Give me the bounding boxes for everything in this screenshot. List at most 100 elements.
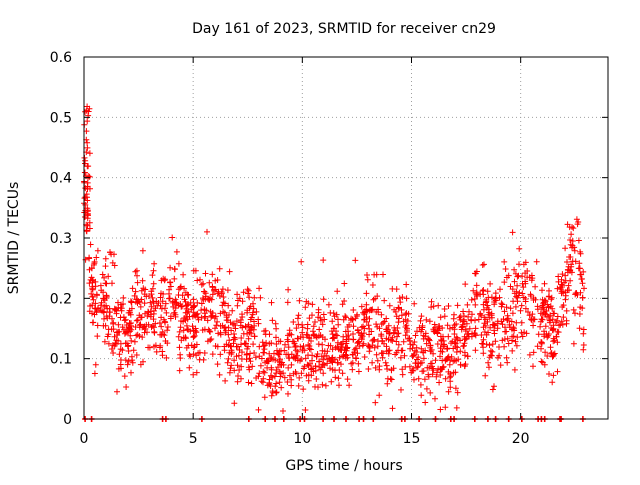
data-point [413, 344, 420, 351]
data-point [423, 385, 430, 392]
data-point [236, 367, 243, 373]
data-point [466, 325, 473, 332]
data-point [266, 350, 273, 357]
data-point [89, 285, 96, 292]
data-point [235, 297, 241, 304]
data-point [298, 370, 305, 377]
data-point [315, 341, 322, 348]
data-point [285, 355, 292, 362]
data-point [251, 294, 258, 301]
data-point [550, 338, 557, 345]
data-point [178, 303, 185, 310]
data-point [137, 361, 144, 368]
data-point [119, 324, 126, 331]
data-point [228, 347, 235, 354]
data-point [569, 224, 575, 230]
data-point [559, 271, 566, 278]
data-point [316, 358, 323, 365]
data-point [125, 348, 132, 354]
data-point [162, 319, 169, 326]
data-point [222, 377, 229, 384]
data-point [201, 350, 208, 356]
data-point [488, 312, 495, 319]
data-point [207, 308, 214, 315]
data-point [565, 263, 572, 270]
data-point [391, 324, 398, 331]
data-point [488, 294, 495, 301]
data-point [198, 300, 205, 307]
data-point [248, 314, 255, 321]
data-point [541, 361, 548, 368]
data-point [249, 363, 256, 370]
data-point [414, 363, 421, 370]
data-point [419, 359, 425, 366]
data-point [319, 341, 326, 348]
data-point [285, 344, 292, 351]
data-point [560, 314, 567, 321]
data-point [163, 309, 170, 316]
data-point [316, 326, 323, 333]
data-point [209, 271, 216, 278]
y-tick-label: 0.4 [50, 171, 72, 187]
data-point [275, 351, 282, 358]
data-point [294, 348, 301, 355]
data-point [555, 329, 562, 336]
data-point [301, 347, 308, 354]
data-point [483, 331, 490, 338]
data-point [574, 291, 581, 298]
data-point [508, 318, 515, 325]
data-point [546, 317, 553, 324]
data-point [234, 378, 241, 385]
data-point [246, 355, 253, 362]
data-point [134, 279, 141, 286]
data-point [290, 319, 297, 325]
data-point [300, 343, 307, 350]
data-point [420, 355, 427, 362]
data-point [385, 322, 392, 329]
data-point [255, 320, 262, 327]
data-point [458, 326, 465, 333]
data-point [412, 360, 419, 367]
data-point [511, 290, 518, 297]
data-point [225, 355, 232, 362]
data-point [303, 298, 310, 305]
data-point [272, 320, 279, 327]
data-point [222, 324, 229, 331]
data-point [180, 271, 187, 278]
data-point [238, 363, 245, 370]
chart-title: Day 161 of 2023, SRMTID for receiver cn2… [192, 21, 496, 37]
data-point [372, 364, 379, 371]
data-point [257, 362, 264, 369]
data-point [86, 150, 93, 157]
data-point [260, 343, 267, 350]
data-point [334, 332, 341, 339]
data-point [151, 329, 158, 336]
data-point [217, 323, 224, 329]
data-point [498, 303, 505, 310]
data-point [266, 376, 273, 383]
data-point [497, 286, 503, 293]
grid-lines [84, 57, 608, 419]
data-point [353, 345, 360, 352]
data-point [511, 278, 518, 285]
data-point [492, 338, 499, 345]
data-point [342, 313, 349, 320]
data-point [442, 375, 449, 382]
data-point [276, 358, 283, 365]
data-point [519, 273, 526, 280]
data-point [534, 343, 541, 350]
data-point [408, 369, 415, 376]
data-point [141, 300, 148, 307]
data-point [139, 277, 146, 284]
data-point [317, 332, 324, 339]
data-point [288, 376, 295, 383]
data-point [255, 406, 262, 413]
data-point [175, 260, 182, 267]
data-point [312, 383, 318, 390]
data-point [320, 257, 327, 264]
data-point [253, 308, 260, 315]
data-point [310, 323, 317, 330]
data-point [323, 352, 330, 359]
data-point [423, 316, 430, 323]
data-point [445, 303, 452, 309]
